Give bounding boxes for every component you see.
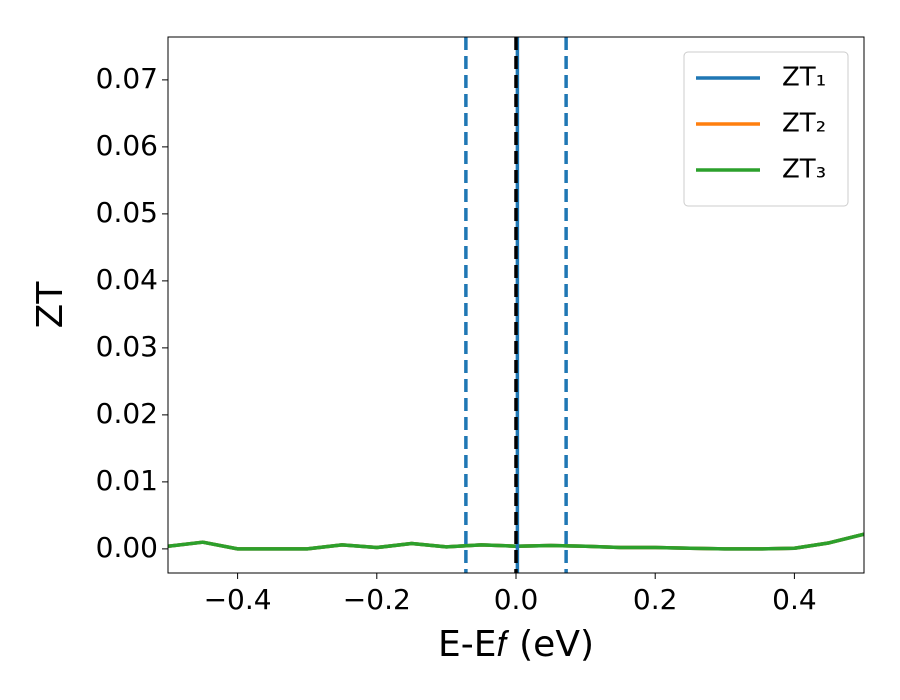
legend-label: ZT₃ [782,155,826,185]
y-tick-label: 0.02 [96,397,158,430]
plot-area [168,37,864,573]
y-tick-label: 0.03 [96,330,158,363]
y-tick-label: 0.06 [96,129,158,162]
y-axis-label: ZT [30,281,71,329]
x-tick-label: 0.0 [494,583,539,616]
legend-box [683,51,849,207]
y-tick-label: 0.05 [96,196,158,229]
y-tick-label: 0.07 [96,62,158,95]
x-tick-label: 0.4 [772,583,817,616]
y-tick-label: 0.04 [96,263,158,296]
x-tick-label: −0.2 [343,583,411,616]
plot-frame [167,36,865,574]
y-tick-label: 0.00 [96,531,158,564]
x-tick-label: −0.4 [204,583,272,616]
legend-label: ZT₁ [782,63,826,93]
y-tick-label: 0.01 [96,464,158,497]
x-axis-label: E-E𝑓 (eV) [438,624,594,665]
x-tick-label: 0.2 [633,583,678,616]
legend-label: ZT₂ [782,109,826,139]
